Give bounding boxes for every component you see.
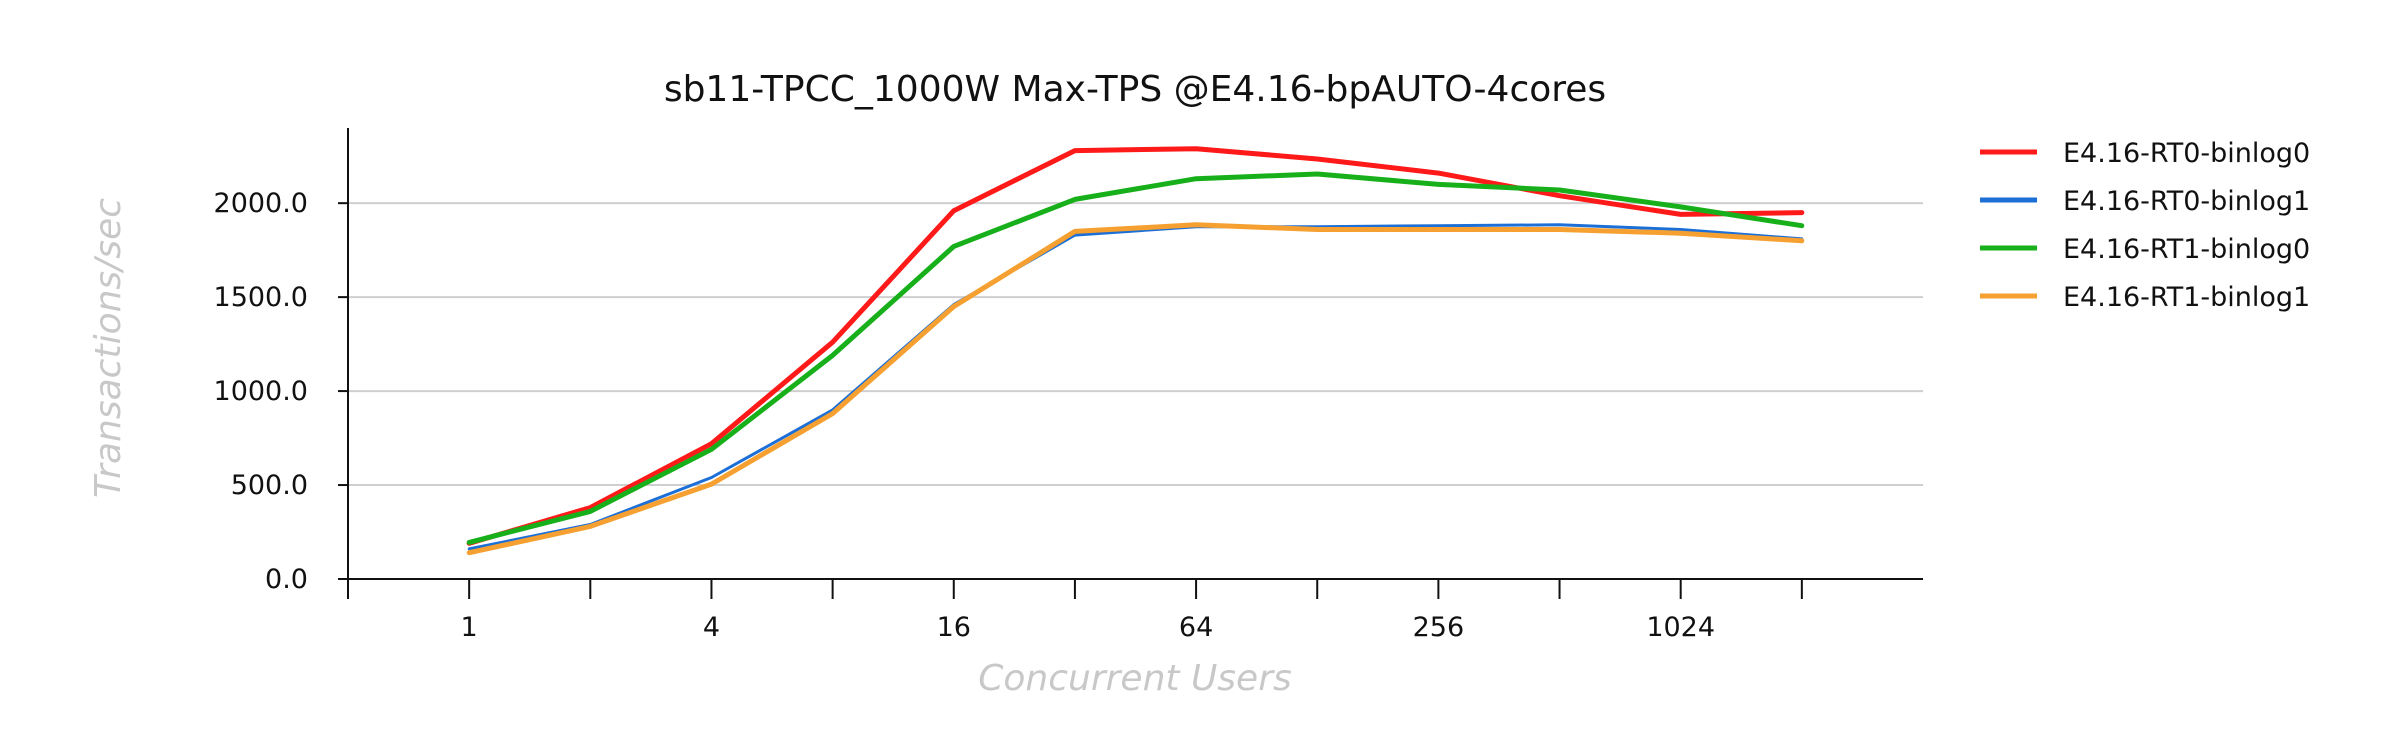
legend-label: E4.16-RT1-binlog0	[2063, 234, 2310, 265]
series-line-3	[466, 171, 1805, 545]
x-tick-label: 1	[461, 612, 478, 643]
axes	[338, 128, 1923, 599]
x-axis-title: Concurrent Users	[978, 658, 1292, 699]
x-tick-label: 1024	[1646, 612, 1715, 643]
chart-title: sb11-TPCC_1000W Max-TPS @E4.16-bpAUTO-4c…	[664, 69, 1606, 110]
series-line-4	[466, 222, 1805, 556]
series-lines	[466, 146, 1805, 556]
y-tick-label: 0.0	[265, 564, 308, 595]
legend-label: E4.16-RT0-binlog0	[2063, 138, 2310, 169]
y-axis-title: Transactions/sec	[88, 198, 129, 498]
x-tick-label: 4	[703, 612, 720, 643]
series-line-1	[466, 146, 1805, 546]
legend: E4.16-RT0-binlog0 E4.16-RT0-binlog1 E4.16-…	[1980, 138, 2310, 313]
x-tick-label: 256	[1413, 612, 1465, 643]
x-tick-label: 16	[937, 612, 971, 643]
y-tick-label: 2000.0	[214, 188, 308, 219]
y-tick-label: 1000.0	[214, 376, 308, 407]
legend-label: E4.16-RT1-binlog1	[2063, 282, 2310, 313]
series-line-2	[467, 223, 1804, 551]
y-tick-labels: 0.0 500.0 1000.0 1500.0 2000.0	[214, 188, 308, 595]
x-tick-label: 64	[1179, 612, 1213, 643]
y-tick-label: 1500.0	[214, 282, 308, 313]
y-tick-label: 500.0	[231, 470, 308, 501]
grid-lines	[348, 202, 1923, 487]
x-tick-labels: 1 4 16 64 256 1024	[461, 612, 1715, 643]
legend-label: E4.16-RT0-binlog1	[2063, 186, 2310, 217]
